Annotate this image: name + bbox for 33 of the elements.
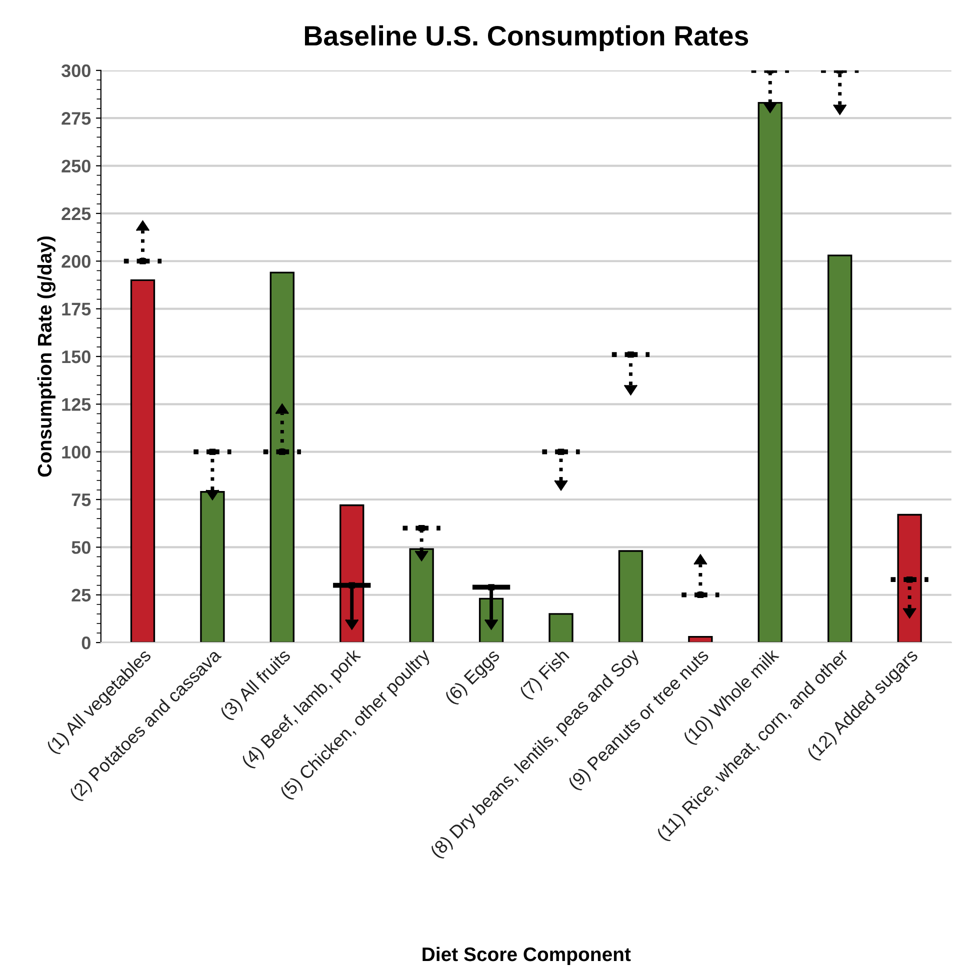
bar — [828, 254, 852, 643]
y-tick-label: 25 — [72, 588, 91, 602]
point — [906, 576, 913, 583]
point — [628, 351, 634, 358]
y-axis-title: Consumption Rate (g/day) — [37, 236, 56, 477]
chart-title: Baseline U.S. Consumption Rates — [304, 25, 748, 52]
y-tick-label: 125 — [62, 398, 91, 411]
bar — [130, 279, 156, 643]
y-tick-label: 50 — [72, 541, 90, 554]
bar — [200, 491, 225, 643]
point — [558, 448, 564, 455]
y-tick-label: 300 — [61, 64, 90, 78]
point — [488, 584, 494, 590]
point — [348, 582, 355, 588]
y-tick-label: 250 — [62, 160, 90, 172]
point — [140, 258, 146, 264]
point — [279, 448, 286, 455]
y-tick-label: 175 — [62, 302, 91, 316]
point — [209, 448, 216, 455]
x-tick-label: (7) Fish — [518, 648, 572, 702]
bar — [618, 550, 644, 643]
y-tick-label: 150 — [62, 350, 90, 364]
y-tick-label: 0 — [82, 636, 90, 650]
x-axis-title: Diet Score Component — [422, 946, 631, 966]
bar — [688, 636, 713, 643]
bar — [548, 613, 574, 643]
y-tick-label: 225 — [62, 207, 91, 220]
point — [697, 592, 704, 598]
point — [418, 524, 425, 532]
y-tick-label: 100 — [62, 446, 90, 459]
y-tick-label: 200 — [62, 255, 90, 268]
y-tick-label: 75 — [72, 494, 91, 506]
y-tick-label: 275 — [62, 112, 91, 125]
